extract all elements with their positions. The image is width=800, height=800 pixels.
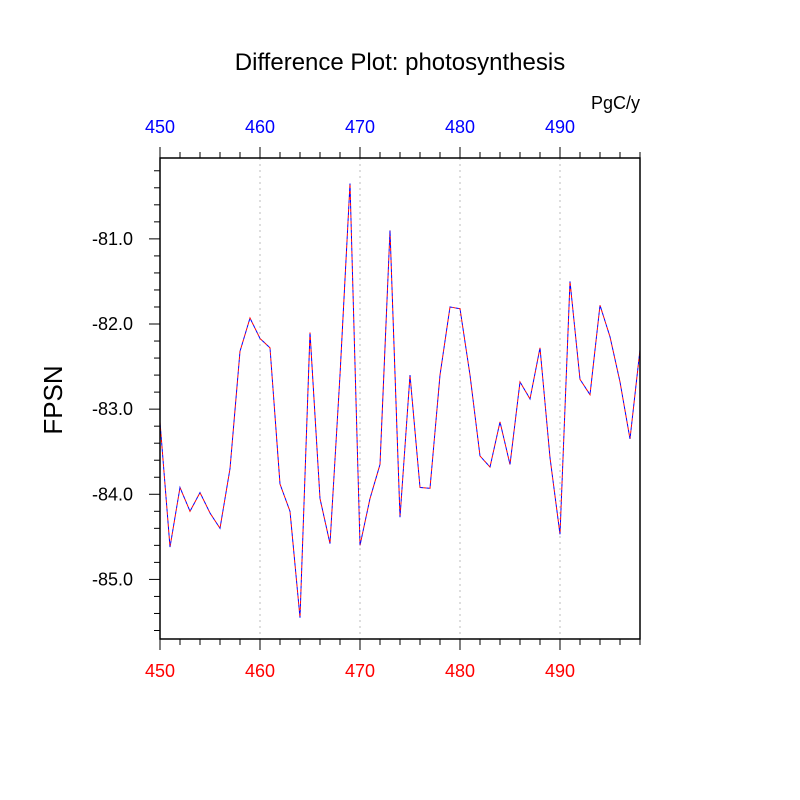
y-axis-label: FPSN [38,365,68,434]
series-line-blue [159,183,641,618]
x-top-tick-label: 480 [445,117,475,137]
axis-ticks [149,147,641,650]
y-tick-label: -84.0 [92,484,133,504]
tick-labels: 450 450 460 460 470 470 480 480 490 490 -85.0 -84.0… [92,117,575,681]
x-bottom-tick-label: 460 [245,661,275,681]
x-bottom-tick-label: 480 [445,661,475,681]
x-bottom-tick-label: 490 [545,661,575,681]
y-tick-label: -81.0 [92,229,133,249]
x-top-tick-label: 460 [245,117,275,137]
x-bottom-tick-label: 450 [145,661,175,681]
series-line-red [159,183,641,618]
y-tick-label: -83.0 [92,399,133,419]
x-top-tick-label: 450 [145,117,175,137]
chart-title: Difference Plot: photosynthesis [235,49,565,76]
x-top-tick-label: 490 [545,117,575,137]
x-top-tick-label: 470 [345,117,375,137]
data-series [159,183,641,618]
y-tick-label: -85.0 [92,569,133,589]
gridlines [259,158,561,639]
x-bottom-tick-label: 470 [345,661,375,681]
y-tick-label: -82.0 [92,314,133,334]
units-label: PgC/y [591,93,640,113]
